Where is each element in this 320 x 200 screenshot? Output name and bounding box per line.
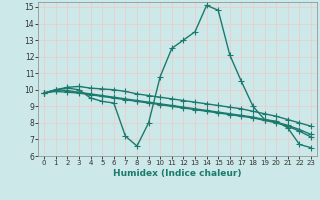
X-axis label: Humidex (Indice chaleur): Humidex (Indice chaleur): [113, 169, 242, 178]
